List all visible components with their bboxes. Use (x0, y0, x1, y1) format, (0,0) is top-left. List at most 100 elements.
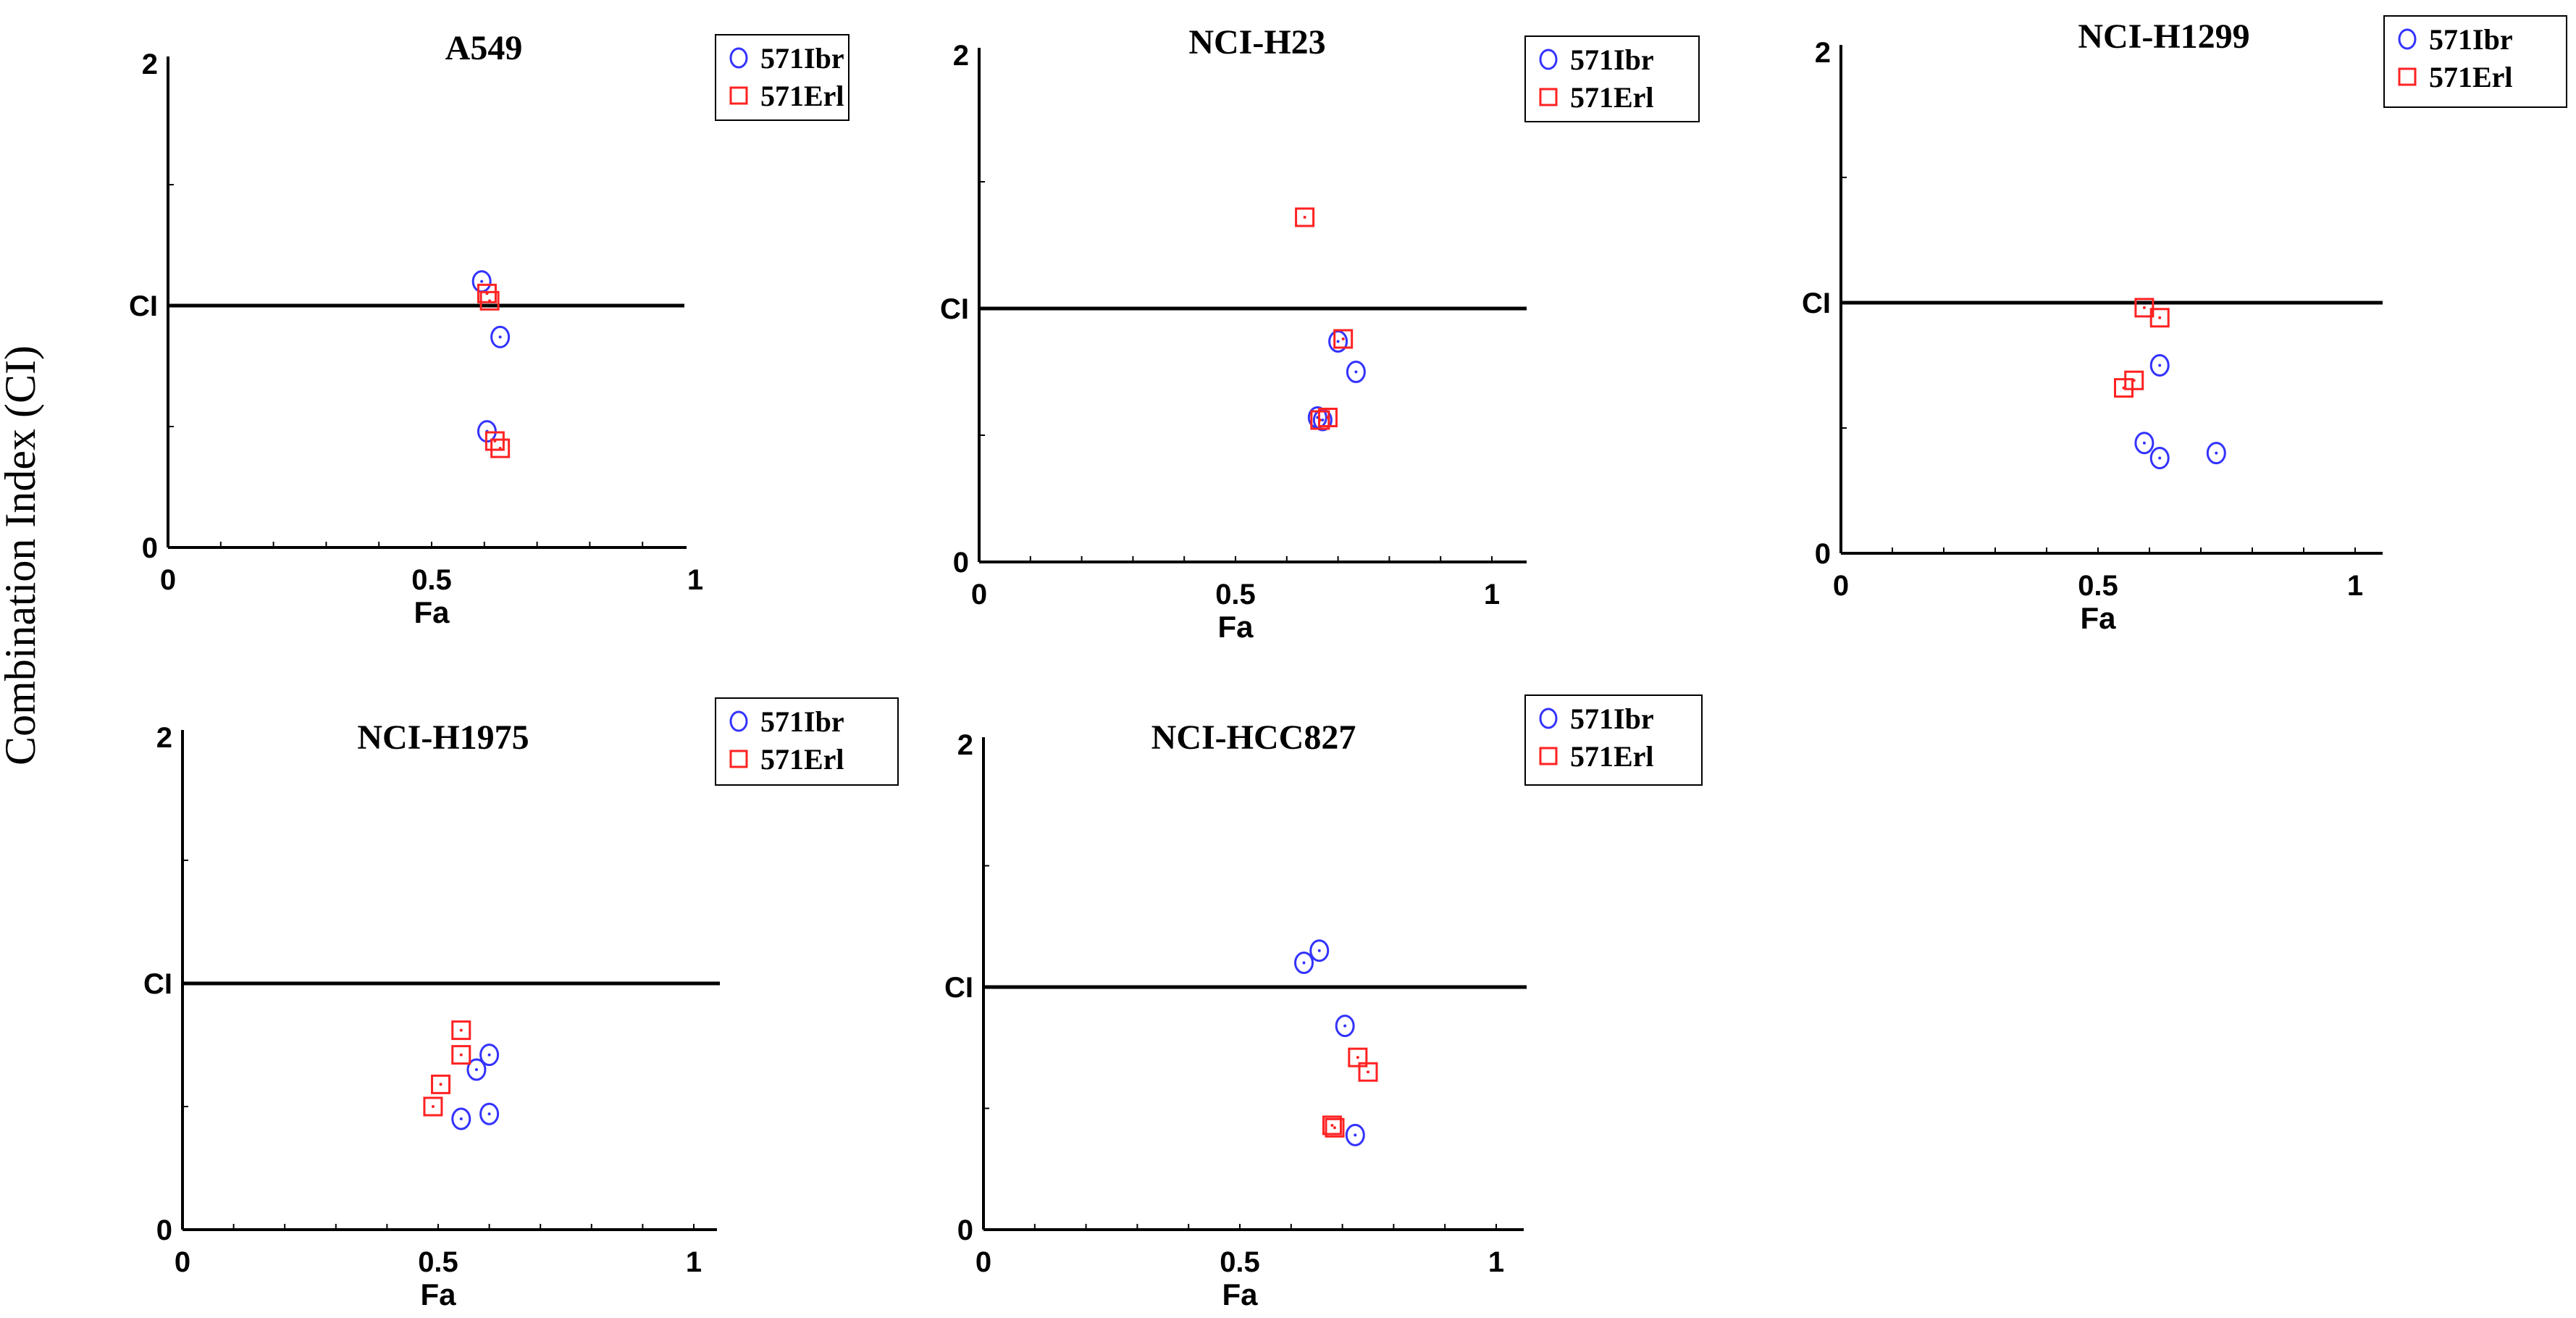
legend-label: 571Erl (1570, 81, 1654, 114)
chart-panel: 0 0.5 1 0 CI 2 Fa A549 571Ibr 571Erl (129, 29, 849, 629)
data-point-571erl (479, 290, 500, 311)
legend: 571Ibr 571Erl (1524, 35, 1700, 122)
data-point-571ibr (2149, 354, 2170, 377)
y-tick-label: 2 (1815, 37, 1831, 69)
legend-box (1524, 35, 1700, 122)
legend-label: 571Ibr (1570, 43, 1654, 76)
x-tick-label: 0 (175, 1246, 190, 1278)
shared-y-axis-label: Combination Index (CI) (0, 345, 44, 765)
legend-marker-square (1539, 88, 1558, 106)
x-tick-label: 1 (1488, 1246, 1504, 1278)
y-tick-label: 2 (156, 722, 172, 754)
data-point-571erl (1310, 410, 1330, 430)
data-point-center-dot (1356, 1056, 1359, 1059)
data-point-center-dot (1321, 419, 1325, 421)
data-point-571erl (1295, 207, 1315, 227)
legend-label: 571Ibr (760, 705, 844, 738)
chart-title: NCI-H1299 (2078, 17, 2249, 56)
data-point-center-dot (2215, 451, 2218, 455)
data-point-571erl (1322, 1115, 1342, 1136)
legend-label: 571Ibr (2429, 23, 2513, 56)
data-point-center-dot (487, 1112, 491, 1116)
legend-marker-circle (2398, 28, 2417, 50)
data-point-center-dot (1354, 1133, 1357, 1137)
data-point-center-dot (488, 299, 492, 303)
y-tick-label: 0 (1815, 538, 1831, 570)
data-point-center-dot (1303, 216, 1306, 219)
data-point-571erl (451, 1045, 471, 1065)
data-point-center-dot (2158, 364, 2162, 367)
data-point-center-dot (1336, 340, 1340, 343)
legend-label: 571Ibr (1570, 702, 1654, 735)
data-point-center-dot (1330, 1123, 1334, 1127)
legend-marker-circle (1539, 49, 1558, 70)
chart-title: NCI-HCC827 (1151, 718, 1356, 757)
chart-title: A549 (445, 29, 523, 67)
data-point-571erl (431, 1074, 451, 1094)
data-point-571ibr (451, 1107, 471, 1130)
legend-label: 571Erl (2429, 61, 2513, 93)
data-point-center-dot (2122, 386, 2126, 390)
y-tick-label: 2 (953, 40, 969, 72)
data-point-571erl (2124, 370, 2144, 390)
y-tick-label: CI (129, 290, 158, 322)
data-point-571erl (451, 1020, 471, 1041)
data-point-571ibr (479, 1102, 500, 1125)
data-point-571erl (477, 283, 497, 303)
data-point-571ibr (479, 1044, 500, 1067)
data-point-center-dot (439, 1083, 442, 1086)
y-tick-label: 2 (142, 49, 158, 80)
data-point-center-dot (2142, 306, 2146, 309)
data-point-center-dot (2158, 316, 2162, 319)
chart-title: NCI-H23 (1188, 23, 1325, 62)
legend-marker-circle (729, 47, 748, 69)
data-point-571erl (484, 431, 505, 451)
legend: 571Ibr 571Erl (715, 34, 849, 121)
data-point-571ibr (490, 325, 511, 348)
x-tick-label: 0.5 (418, 1246, 458, 1278)
data-point-center-dot (1302, 961, 1306, 965)
x-tick-label: 0.5 (411, 564, 452, 596)
legend: 571Ibr 571Erl (1524, 694, 1703, 786)
x-axis-label: Fa (420, 1277, 456, 1311)
data-point-center-dot (2142, 441, 2146, 445)
data-point-571ibr (1294, 952, 1314, 974)
data-point-center-dot (1317, 949, 1321, 952)
x-axis-label: Fa (1222, 1277, 1258, 1311)
x-tick-label: 1 (686, 1246, 702, 1278)
data-point-center-dot (487, 1053, 491, 1057)
x-tick-label: 0.5 (2078, 570, 2118, 602)
legend-marker-square (729, 86, 748, 105)
data-point-center-dot (498, 447, 502, 450)
data-point-center-dot (1318, 419, 1322, 421)
chart-panel: 0 0.5 1 0 CI 2 Fa NCI-H23 571Ibr 571Erl (940, 23, 1700, 644)
x-tick-label: 0.5 (1220, 1246, 1260, 1278)
x-axis-label: Fa (1217, 610, 1254, 644)
y-tick-label: CI (944, 972, 973, 1004)
data-point-571ibr (466, 1058, 487, 1081)
data-point-571ibr (1345, 1123, 1365, 1146)
data-point-center-dot (480, 280, 484, 283)
x-tick-label: 0 (1833, 570, 1849, 602)
data-point-571ibr (2134, 432, 2155, 455)
legend: 571Ibr 571Erl (715, 697, 899, 786)
legend-marker-circle (729, 710, 748, 732)
x-axis-label: Fa (2080, 601, 2116, 635)
legend-marker-circle (1539, 708, 1558, 729)
legend-label: 571Ibr (760, 42, 844, 75)
legend-box (1524, 694, 1703, 786)
x-axis-label: Fa (414, 595, 450, 629)
data-point-571erl (490, 438, 511, 458)
x-tick-label: 0 (976, 1246, 991, 1278)
data-point-center-dot (1367, 1070, 1369, 1074)
data-point-571erl (2149, 308, 2170, 328)
legend-marker-square (2398, 67, 2417, 86)
chart-panel: 0 0.5 1 0 CI 2 Fa NCI-HCC827 571Ibr 571Erl (944, 694, 1703, 1311)
y-tick-label: CI (940, 293, 969, 325)
y-tick-label: 0 (156, 1214, 172, 1246)
legend: 571Ibr 571Erl (2383, 15, 2567, 108)
data-point-571erl (1358, 1062, 1378, 1082)
data-point-571ibr (2206, 442, 2226, 465)
x-tick-label: 0 (971, 579, 987, 610)
